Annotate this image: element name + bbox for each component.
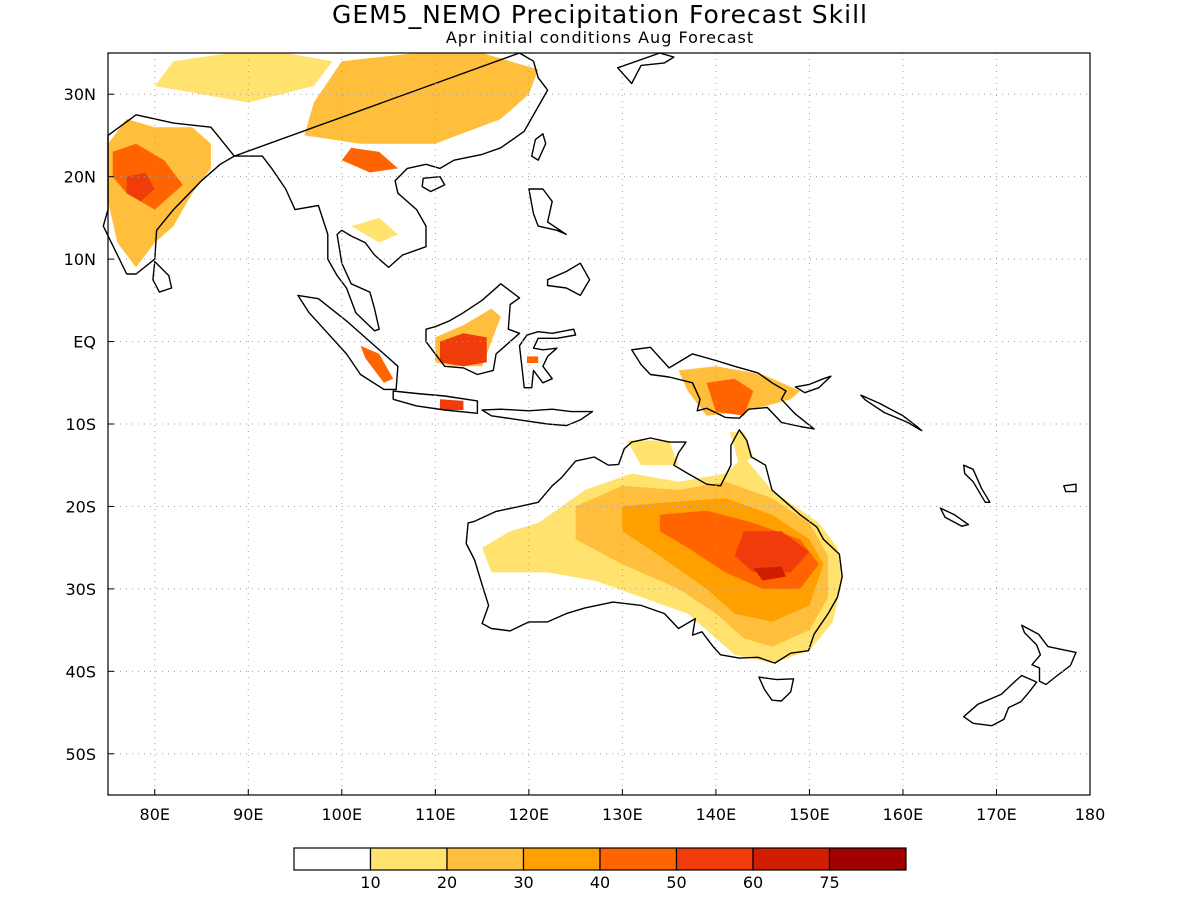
lon-tick-label: 150E <box>789 805 830 824</box>
colorbar-label: 60 <box>743 873 763 892</box>
coastline-tasmania <box>758 676 795 702</box>
colorbar-swatch <box>369 847 448 871</box>
lat-tick-label: 20S <box>65 497 96 516</box>
coastline-nz-south <box>963 674 1038 727</box>
skill-region-borneo-core <box>440 333 487 367</box>
lon-tick-label: 130E <box>602 805 643 824</box>
axis-ticks: 80E 90E 100E 110E 120E 130E 140E 150E 160E 170E 18… <box>64 85 1106 824</box>
coastline-new-guinea <box>631 346 815 430</box>
colorbar-swatch <box>752 847 831 871</box>
skill-region-india-max <box>126 172 155 202</box>
skill-region-china <box>304 53 539 144</box>
lat-tick-label: 30S <box>65 580 96 599</box>
colorbar-label: 50 <box>666 873 686 892</box>
lon-tick-label: 180 <box>1075 805 1106 824</box>
colorbar-swatch <box>675 847 754 871</box>
colorbar-swatch <box>522 847 601 871</box>
coastline-myanmar-thai <box>233 52 549 332</box>
coastline-solomons <box>860 394 923 432</box>
skill-region-aus-peak <box>753 566 786 581</box>
colorbar-swatch <box>828 847 907 871</box>
skill-region-cape-york <box>729 432 754 466</box>
colorbar-label: 40 <box>590 873 610 892</box>
colorbar-label: 20 <box>437 873 457 892</box>
coastline-sumatra <box>297 294 399 391</box>
page-subtitle: Apr initial conditions Aug Forecast <box>445 28 755 47</box>
lon-tick-label: 80E <box>140 805 170 824</box>
colorbar-swatch <box>446 847 525 871</box>
skill-region-indochina <box>351 217 398 243</box>
skill-region-himalaya <box>154 53 333 103</box>
colorbar-label: 10 <box>360 873 380 892</box>
coastline-mindanao <box>546 262 591 297</box>
coastline-taiwan <box>531 133 547 161</box>
lat-tick-label: 20N <box>64 168 96 187</box>
skill-region-aus-max <box>734 531 810 573</box>
coastline-nz-north <box>1021 624 1077 686</box>
skill-region-java <box>440 399 464 410</box>
coastline-fiji <box>1063 483 1077 493</box>
coastline-new-britain <box>794 375 832 394</box>
coastline-borneo <box>425 283 521 376</box>
coastline-sri-lanka <box>152 260 173 293</box>
skill-shading <box>108 53 843 664</box>
skill-region-sulawesi <box>527 356 539 363</box>
coastline-lesser-sunda <box>481 408 594 427</box>
colorbar-label: 75 <box>819 873 839 892</box>
skill-region-new-guinea-core <box>706 378 754 416</box>
colorbar-label: 30 <box>513 873 533 892</box>
lat-tick-label: 50S <box>65 745 96 764</box>
coastline-australia <box>465 429 843 664</box>
coastline-new-caledonia <box>939 507 970 527</box>
lat-tick-label: 30N <box>64 85 96 104</box>
lon-tick-label: 100E <box>321 805 362 824</box>
coastline-hainan <box>421 175 446 193</box>
lat-tick-label: 40S <box>65 662 96 681</box>
colorbar-swatch <box>599 847 678 871</box>
gridlines <box>108 53 1090 795</box>
lon-tick-label: 110E <box>415 805 456 824</box>
lat-tick-label: EQ <box>73 333 96 352</box>
lon-tick-label: 170E <box>976 805 1017 824</box>
coastlines <box>102 52 1077 727</box>
lon-tick-label: 120E <box>509 805 550 824</box>
lon-tick-label: 160E <box>883 805 924 824</box>
lon-tick-label: 140E <box>696 805 737 824</box>
coastline-sulawesi <box>518 328 577 389</box>
skill-region-north-aus <box>627 440 679 466</box>
coastline-vanuatu <box>963 464 991 503</box>
coastline-java <box>392 390 479 414</box>
coastline-india <box>102 114 236 275</box>
coastline-japan <box>617 52 675 85</box>
skill-region-sumatra <box>360 345 394 383</box>
lon-tick-label: 90E <box>233 805 263 824</box>
colorbar-swatch <box>293 847 372 871</box>
coastline-luzon <box>528 188 567 236</box>
colorbar: 10 20 30 40 50 60 75 <box>293 847 907 892</box>
page-title: GEM5_NEMO Precipitation Forecast Skill <box>332 0 868 29</box>
lat-tick-label: 10S <box>65 415 96 434</box>
lat-tick-label: 10N <box>64 250 96 269</box>
skill-region-china-core <box>341 147 398 173</box>
